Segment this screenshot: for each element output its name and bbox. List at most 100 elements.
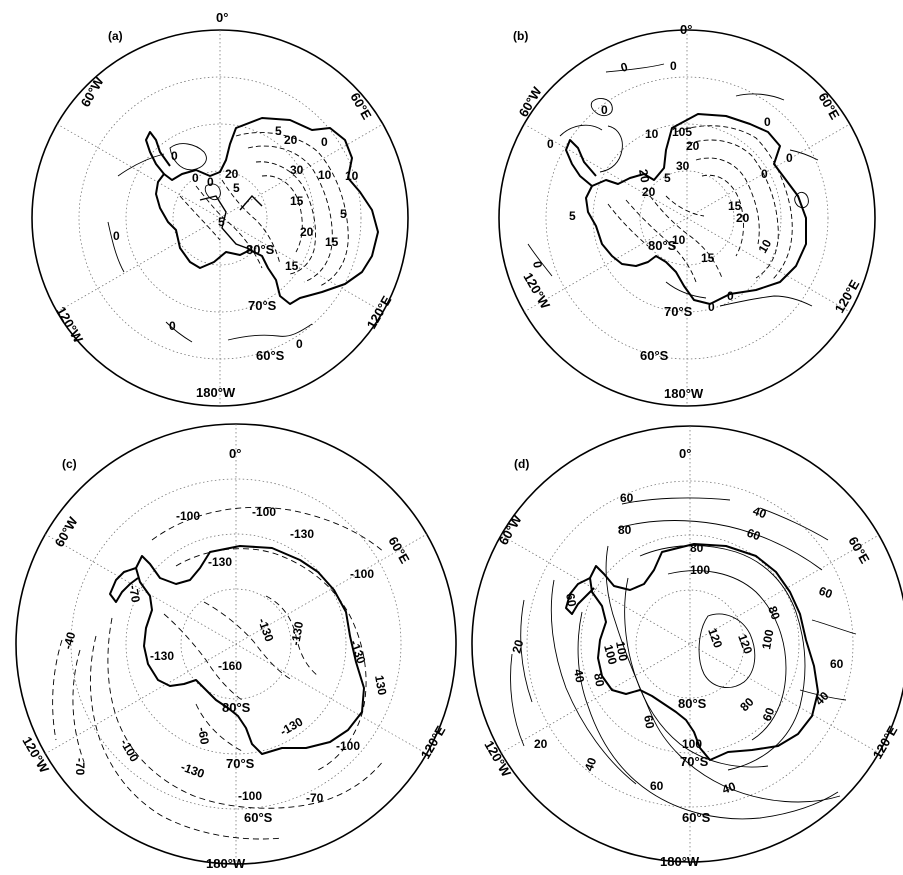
contour-label: 60 — [650, 779, 664, 793]
antarctic-peninsula — [566, 140, 596, 186]
contour-label: 60 — [563, 592, 579, 608]
lon-label-60w: 60°W — [78, 74, 107, 110]
contour-label: -130 — [347, 638, 368, 666]
lat-label-60s: 60°S — [244, 810, 273, 825]
contour-label: 100 — [690, 563, 710, 577]
contour-label: 0 — [764, 115, 771, 129]
contour-label: 10 — [318, 168, 332, 182]
panel-a: 5 20 0 10 15 30 20 20 5 15 10 0 5 0 0 0 … — [32, 10, 408, 406]
panel-label: (a) — [108, 29, 123, 43]
contour-label: 0 — [530, 260, 545, 269]
lon-label-60e: 60°E — [385, 534, 412, 566]
contour-label: -100 — [238, 789, 262, 803]
contour-label: -70 — [306, 791, 324, 805]
lon-label-120w: 120°W — [53, 304, 86, 346]
contour-label: 5 — [275, 124, 282, 138]
contour-label: 105 — [672, 125, 692, 139]
lat-label-80s: 80°S — [222, 700, 251, 715]
contour-label: 20 — [534, 737, 548, 751]
contour-label: -70 — [73, 758, 87, 776]
lon-label-60e: 60°E — [845, 534, 872, 566]
lat-label-70s: 70°S — [680, 754, 709, 769]
graticule — [45, 424, 427, 864]
panel-label: (d) — [514, 457, 529, 471]
contour-label: 40 — [571, 668, 587, 684]
contour-label: 20 — [225, 167, 239, 181]
contour-label: 20 — [686, 139, 700, 153]
contour-label: -130 — [288, 620, 306, 646]
contour-labels: 0 0 0 0 10 105 20 30 20 15 20 20 15 10 0… — [530, 59, 793, 314]
contour-label: 15 — [290, 194, 304, 208]
lat-label-70s: 70°S — [664, 304, 693, 319]
contour-label: 15 — [325, 235, 339, 249]
panel-label: (b) — [513, 29, 528, 43]
contour-label: 30 — [676, 159, 690, 173]
lon-label-180w: 180°W — [660, 854, 700, 869]
lat-label-70s: 70°S — [226, 756, 255, 771]
contour-label: 0 — [321, 135, 328, 149]
contours-solid — [511, 498, 857, 819]
contour-label: 10 — [345, 169, 359, 183]
contour-label: 0 — [601, 103, 608, 117]
lon-label-120w: 120°W — [481, 738, 514, 780]
contour-label: 20 — [509, 638, 526, 655]
contour-label: -100 — [252, 505, 276, 519]
contour-label: 60 — [620, 491, 634, 505]
contour-label: 0 — [670, 59, 677, 73]
lon-label-120e: 120°E — [870, 723, 901, 762]
contour-label: 60 — [830, 657, 844, 671]
lat-label-80s: 80°S — [648, 238, 677, 253]
lon-label-0: 0° — [229, 446, 241, 461]
panel-label: (c) — [62, 457, 77, 471]
contour-labels: 60 40 80 60 80 60 100 80 120 120 100 60 … — [509, 491, 843, 797]
contour-label: 0 — [619, 60, 629, 75]
lat-label-70s: 70°S — [248, 298, 277, 313]
contour-label: 0 — [113, 229, 120, 243]
contour-label: -130 — [255, 616, 276, 644]
lon-label-180w: 180°W — [664, 386, 704, 401]
lon-label-0: 0° — [680, 22, 692, 37]
contour-label: 0 — [786, 151, 793, 165]
contour-label: 5 — [218, 215, 225, 229]
contour-label: 80 — [690, 541, 704, 555]
lon-label-120e: 120°E — [418, 723, 449, 762]
antarctic-peninsula — [146, 132, 170, 174]
lon-label-60e: 60°E — [347, 90, 374, 122]
contour-label: 0 — [296, 337, 303, 351]
lon-label-0: 0° — [679, 446, 691, 461]
contour-label: 80 — [591, 672, 607, 688]
lon-label-120w: 120°W — [19, 734, 52, 776]
lon-label-180w: 180°W — [196, 385, 236, 400]
contour-label: 40 — [751, 504, 769, 522]
lat-label-80s: 80°S — [246, 242, 275, 257]
contour-label: 120 — [705, 626, 725, 650]
contour-label: 5 — [664, 171, 671, 185]
contour-label: -130 — [179, 760, 207, 781]
contour-label: 60 — [817, 584, 835, 602]
panel-d: 60 40 80 60 80 60 100 80 120 120 100 60 … — [472, 426, 903, 869]
contour-label: 0 — [169, 319, 176, 333]
contour-label: 20 — [284, 133, 298, 147]
lon-label-60e: 60°E — [815, 90, 842, 122]
lat-label-80s: 80°S — [678, 696, 707, 711]
panel-c: -100 -100 -130 -130 -100 -70 -40 -130 -1… — [16, 424, 456, 871]
contour-label: -100 — [176, 509, 200, 523]
lat-label-60s: 60°S — [256, 348, 285, 363]
contour-label: -100 — [336, 739, 360, 753]
lon-label-0: 0° — [216, 10, 228, 25]
panel-b: 0 0 0 0 10 105 20 30 20 15 20 20 15 10 0… — [499, 22, 875, 406]
contour-label: 130 — [372, 674, 389, 696]
contour-label: 100 — [759, 628, 776, 650]
contour-label: 80 — [618, 523, 632, 537]
lon-label-120w: 120°W — [520, 270, 553, 312]
contour-label: 0 — [171, 149, 178, 163]
contour-label: 100 — [682, 737, 702, 751]
lon-label-60w: 60°W — [52, 514, 81, 550]
contour-label: 80 — [737, 695, 757, 715]
graticule — [501, 426, 879, 862]
contour-label: -130 — [208, 555, 232, 569]
contour-label: 20 — [300, 225, 314, 239]
contour-label: 10 — [645, 127, 659, 141]
contour-label: 20 — [636, 168, 652, 184]
